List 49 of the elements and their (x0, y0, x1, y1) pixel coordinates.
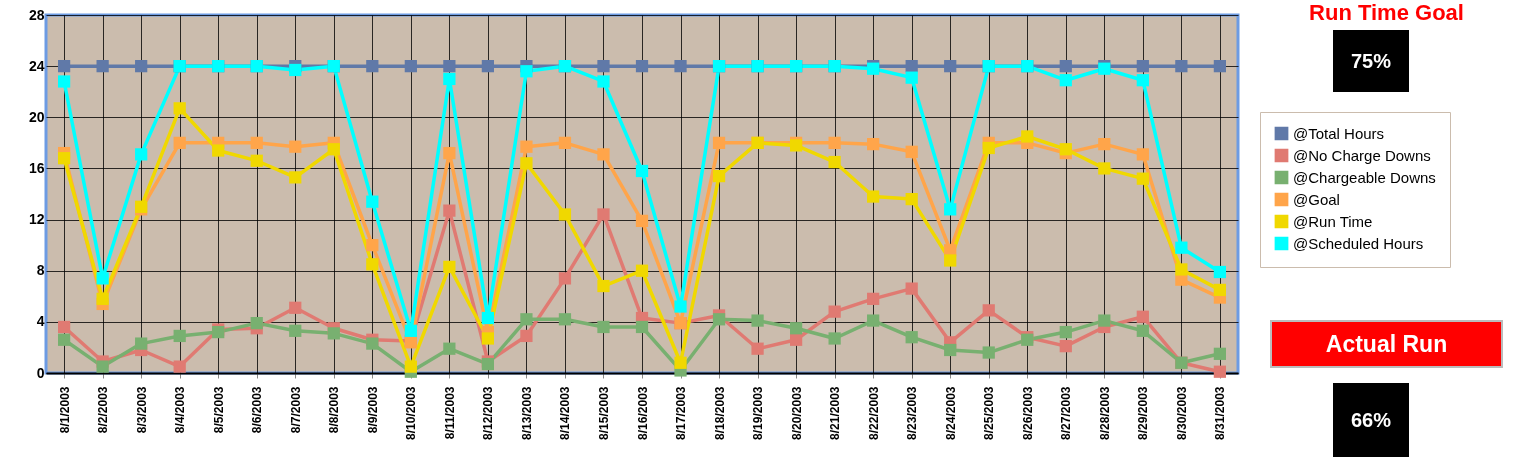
x-tick-label: 8/26/2003 (1020, 386, 1035, 440)
x-tick-label: 8/8/2003 (327, 386, 342, 434)
y-tick-label: 12 (28, 211, 45, 228)
x-tick-label: 8/5/2003 (211, 386, 226, 434)
x-tick-label: 8/14/2003 (558, 386, 573, 440)
x-tick-label: 8/2/2003 (96, 386, 111, 434)
x-tick-label: 8/1/2003 (57, 386, 72, 434)
x-tick-label: 8/15/2003 (596, 386, 611, 440)
y-tick-label: 0 (36, 364, 45, 381)
x-tick-label: 8/30/2003 (1174, 386, 1189, 440)
x-tick-label: 8/23/2003 (905, 386, 920, 440)
x-tick-label: 8/6/2003 (250, 386, 265, 434)
y-tick-label: 24 (28, 57, 45, 74)
legend-label: @Run Time (1293, 212, 1373, 230)
x-tick-label: 8/29/2003 (1136, 386, 1151, 440)
legend-label: @Scheduled Hours (1293, 234, 1424, 252)
y-tick-label: 8 (36, 262, 45, 279)
x-tick-label: 8/17/2003 (674, 386, 689, 440)
x-tick-label: 8/3/2003 (134, 386, 149, 434)
x-tick-label: 8/11/2003 (442, 386, 457, 440)
x-tick-label: 8/31/2003 (1213, 386, 1228, 440)
text: Run Time Goal (1308, 0, 1465, 26)
x-tick-label: 8/13/2003 (519, 386, 534, 440)
x-tick-label: 8/18/2003 (712, 386, 727, 440)
y-tick-label: 28 (28, 6, 45, 23)
x-tick-label: 8/28/2003 (1097, 386, 1112, 440)
x-tick-label: 8/22/2003 (866, 386, 881, 440)
legend-label: @No Charge Downs (1293, 146, 1431, 164)
legend-label: @Goal (1293, 190, 1340, 208)
x-tick-label: 8/4/2003 (173, 386, 188, 434)
legend-label: @Total Hours (1293, 124, 1385, 142)
x-tick-label: 8/25/2003 (982, 386, 997, 440)
x-tick-label: 8/21/2003 (828, 386, 843, 440)
x-tick-label: 8/24/2003 (943, 386, 958, 440)
y-tick-label: 4 (36, 313, 45, 330)
y-tick-label: 20 (28, 108, 45, 125)
text: 66% (1333, 383, 1409, 457)
x-tick-label: 8/10/2003 (404, 386, 419, 440)
x-tick-label: 8/12/2003 (481, 386, 496, 440)
text: Actual Run (1270, 320, 1503, 368)
x-tick-label: 8/27/2003 (1059, 386, 1074, 440)
y-tick-label: 16 (28, 159, 45, 176)
x-tick-label: 8/9/2003 (365, 386, 380, 434)
x-tick-label: 8/19/2003 (751, 386, 766, 440)
x-tick-label: 8/16/2003 (635, 386, 650, 440)
legend-label: @Chargeable Downs (1293, 168, 1436, 186)
text: 75% (1333, 30, 1409, 92)
x-tick-label: 8/7/2003 (288, 386, 303, 434)
x-tick-label: 8/20/2003 (789, 386, 804, 440)
